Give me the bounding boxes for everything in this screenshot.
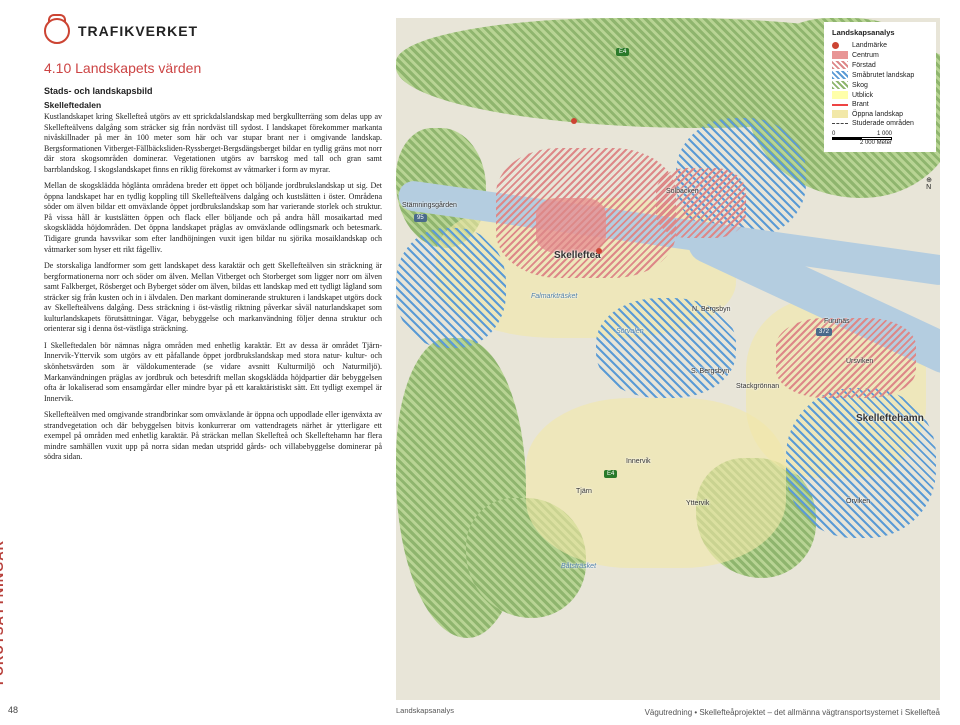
legend-swatch bbox=[832, 123, 848, 124]
place-label: Yttervik bbox=[686, 500, 709, 507]
place-label: N. Bergsbyn bbox=[692, 306, 731, 313]
place-label: Stackgrönnan bbox=[736, 383, 779, 390]
place-label: Furunäs bbox=[824, 318, 850, 325]
broken-landscape bbox=[596, 298, 736, 398]
place-label: Skelleftehamn bbox=[856, 413, 924, 424]
place-label: Båtsträsket bbox=[561, 563, 596, 570]
text-column: TRAFIKVERKET 4.10 Landskapets värden Sta… bbox=[44, 18, 382, 715]
legend-swatch bbox=[832, 42, 839, 49]
road-label: E4 bbox=[604, 470, 617, 478]
legend-item: Utblick bbox=[832, 91, 928, 99]
open-landscape bbox=[526, 398, 786, 568]
place-label: Stämningsgården bbox=[402, 202, 457, 209]
subsection-heading: Stads- och landskapsbild bbox=[44, 86, 382, 96]
landscape-map: E4 E4 95 372 Skellefteå Stämningsgården Solbac… bbox=[396, 18, 940, 700]
legend-swatch bbox=[832, 91, 848, 99]
legend-item: Landmärke bbox=[832, 42, 928, 49]
section-heading: 4.10 Landskapets värden bbox=[44, 60, 382, 76]
legend-item: Öppna landskap bbox=[832, 110, 928, 118]
place-label: Ursviken bbox=[846, 358, 873, 365]
legend-item: Förstad bbox=[832, 61, 928, 69]
place-label: Solbacken bbox=[666, 188, 699, 195]
legend-swatch bbox=[832, 71, 848, 79]
legend-label: Skog bbox=[852, 82, 868, 89]
scale-bar: 0 1 000 2 000 Meter bbox=[832, 131, 928, 146]
place-label: S. Bergsbyn bbox=[691, 368, 729, 375]
place-label: Skellefteå bbox=[554, 250, 601, 261]
legend-label: Brant bbox=[852, 101, 869, 108]
map-column: E4 E4 95 372 Skellefteå Stämningsgården Solbac… bbox=[396, 18, 940, 715]
map-legend: Landskapsanalys Landmärke Centrum Förstad S… bbox=[824, 22, 936, 152]
legend-label: Centrum bbox=[852, 52, 879, 59]
legend-swatch bbox=[832, 61, 848, 69]
legend-item: Skog bbox=[832, 81, 928, 89]
page-container: TRAFIKVERKET 4.10 Landskapets värden Sta… bbox=[0, 0, 960, 725]
place-label: Sörvalen bbox=[616, 328, 644, 335]
legend-item: Småbrutet landskap bbox=[832, 71, 928, 79]
legend-swatch bbox=[832, 81, 848, 89]
paragraph: Mellan de skogsklädda höglänta områdena … bbox=[44, 181, 382, 255]
legend-item: Studerade områden bbox=[832, 120, 928, 127]
legend-label: Utblick bbox=[852, 92, 873, 99]
road-label: E4 bbox=[616, 48, 629, 56]
legend-label: Öppna landskap bbox=[852, 111, 903, 118]
paragraph: I Skelleftedalen bör nämnas några område… bbox=[44, 341, 382, 404]
legend-swatch bbox=[832, 104, 848, 106]
legend-label: Förstad bbox=[852, 62, 876, 69]
place-label: Falmarkträsket bbox=[531, 293, 577, 300]
north-arrow-icon: ⊕N bbox=[926, 176, 932, 191]
legend-item: Centrum bbox=[832, 51, 928, 59]
page-number: 48 bbox=[8, 705, 18, 715]
page-footer: Vägutredning • Skellefteåprojektet – det… bbox=[645, 708, 940, 717]
legend-title: Landskapsanalys bbox=[832, 28, 928, 37]
paragraph: Skellefteälven med omgivande strandbrink… bbox=[44, 410, 382, 463]
road-label: 372 bbox=[816, 328, 832, 336]
body-text: Kustlandskapet kring Skellefteå utgörs a… bbox=[44, 112, 382, 463]
road-label: 95 bbox=[414, 214, 427, 222]
area-heading: Skelleftedalen bbox=[44, 100, 382, 110]
legend-swatch bbox=[832, 110, 848, 118]
paragraph: De storskaliga landformer som gett lands… bbox=[44, 261, 382, 335]
broken-landscape bbox=[786, 388, 936, 538]
legend-item: Brant bbox=[832, 101, 928, 108]
landmark-dot bbox=[571, 118, 577, 124]
legend-label: Studerade områden bbox=[852, 120, 914, 127]
place-label: Örviken bbox=[846, 498, 870, 505]
logo-row: TRAFIKVERKET bbox=[44, 18, 382, 44]
paragraph: Kustlandskapet kring Skellefteå utgörs a… bbox=[44, 112, 382, 175]
org-name: TRAFIKVERKET bbox=[78, 23, 198, 39]
place-label: Innervik bbox=[626, 458, 651, 465]
legend-label: Landmärke bbox=[852, 42, 887, 49]
broken-landscape bbox=[396, 228, 506, 348]
suburb-area bbox=[656, 168, 746, 238]
place-label: Tjärn bbox=[576, 488, 592, 495]
trafikverket-logo-icon bbox=[44, 18, 70, 44]
section-tab: FÖRUTSÄTTNINGAR bbox=[0, 540, 6, 685]
landmark-dot bbox=[596, 248, 602, 254]
legend-label: Småbrutet landskap bbox=[852, 72, 914, 79]
legend-swatch bbox=[832, 51, 848, 59]
